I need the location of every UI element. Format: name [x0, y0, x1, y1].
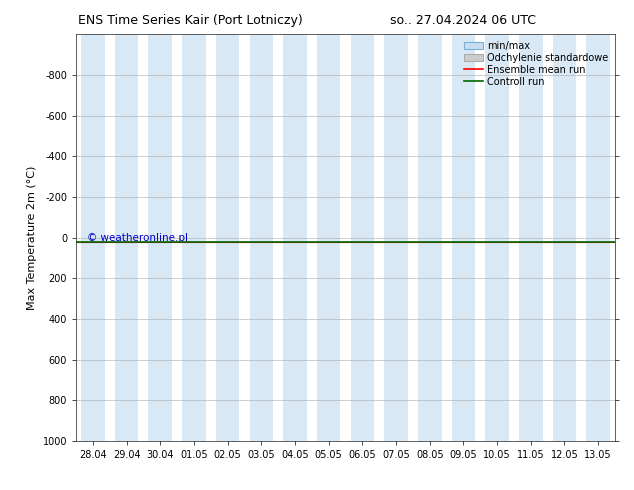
Bar: [115, 34, 138, 441]
Bar: [351, 34, 374, 441]
Bar: [586, 34, 610, 441]
Legend: min/max, Odchylenie standardowe, Ensemble mean run, Controll run: min/max, Odchylenie standardowe, Ensembl…: [462, 39, 610, 89]
Y-axis label: Max Temperature 2m (°C): Max Temperature 2m (°C): [27, 166, 37, 310]
Bar: [519, 34, 543, 441]
Text: so.. 27.04.2024 06 UTC: so.. 27.04.2024 06 UTC: [390, 14, 536, 27]
Bar: [182, 34, 206, 441]
Bar: [148, 34, 172, 441]
Bar: [317, 34, 340, 441]
Bar: [216, 34, 240, 441]
Bar: [250, 34, 273, 441]
Bar: [283, 34, 307, 441]
Text: © weatheronline.pl: © weatheronline.pl: [87, 233, 188, 243]
Bar: [553, 34, 576, 441]
Bar: [451, 34, 476, 441]
Bar: [384, 34, 408, 441]
Bar: [485, 34, 509, 441]
Bar: [81, 34, 105, 441]
Bar: [418, 34, 441, 441]
Text: ENS Time Series Kair (Port Lotniczy): ENS Time Series Kair (Port Lotniczy): [78, 14, 302, 27]
